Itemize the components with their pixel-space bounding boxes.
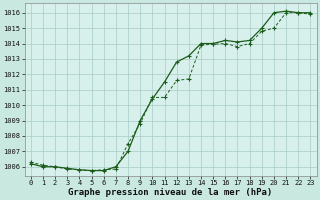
X-axis label: Graphe pression niveau de la mer (hPa): Graphe pression niveau de la mer (hPa) <box>68 188 273 197</box>
